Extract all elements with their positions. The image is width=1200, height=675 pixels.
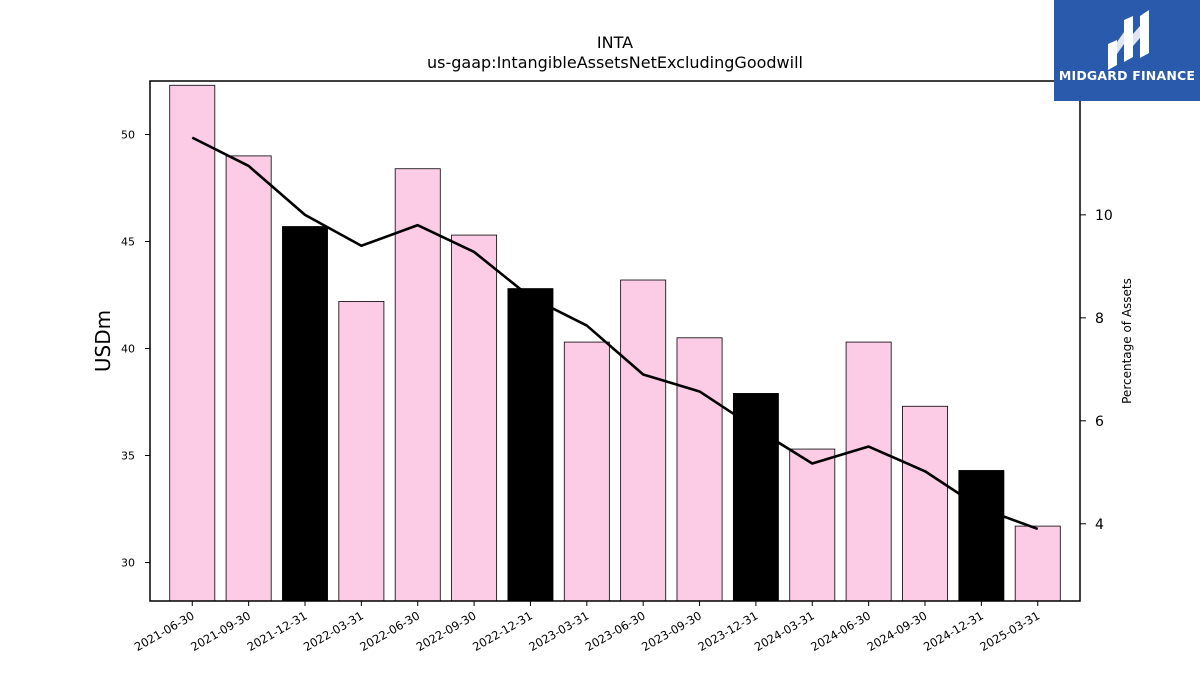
- y-axis-label: USDm: [91, 310, 115, 372]
- chart-title: INTA: [597, 33, 633, 52]
- x-tick-label-2022-12-31: 2022-12-31: [470, 608, 535, 654]
- chart-subtitle: us-gaap:IntangibleAssetsNetExcludingGood…: [427, 53, 803, 72]
- y-tick-label-50: 50: [121, 128, 135, 141]
- x-tick-label-2022-03-31: 2022-03-31: [301, 608, 366, 654]
- y-tick-label-45: 45: [121, 235, 135, 248]
- x-tick-label-2023-03-31: 2023-03-31: [526, 608, 591, 654]
- bar-2023-03-31: [563, 341, 610, 602]
- midgard-finance-logo: MIDGARD FINANCE: [1054, 0, 1200, 101]
- bar-2022-03-31: [338, 301, 385, 602]
- line-percentage-of-assets: [191, 136, 1039, 531]
- bar-2021-12-31: [282, 226, 328, 602]
- x-tick-label-2024-03-31: 2024-03-31: [752, 608, 817, 654]
- bar-2024-03-31: [789, 448, 836, 602]
- x-tick-label-2021-06-30: 2021-06-30: [132, 608, 197, 654]
- y2-axis-label: Percentage of Assets: [1120, 278, 1134, 404]
- plot-area: 30 35 40 45 50 4 6 8 10 2021-06-302021-09-302021-…: [121, 80, 1113, 654]
- bar-2021-09-30: [225, 155, 272, 602]
- bar-2023-12-31: [732, 393, 779, 602]
- y2-tick-label-8: 8: [1095, 311, 1104, 327]
- x-tick-label-2021-12-31: 2021-12-31: [245, 608, 310, 654]
- bar-2022-09-30: [451, 234, 498, 602]
- x-tick-label-2024-06-30: 2024-06-30: [808, 608, 873, 654]
- x-tick-label-2025-03-31: 2025-03-31: [977, 608, 1042, 654]
- logo-mark-icon: [1108, 10, 1149, 70]
- bar-2024-06-30: [845, 341, 892, 602]
- y-tick-label-30: 30: [121, 556, 135, 569]
- y-tick-label-35: 35: [121, 449, 135, 462]
- bar-2022-12-31: [507, 288, 554, 602]
- bar-2023-06-30: [620, 279, 667, 602]
- x-tick-label-2022-06-30: 2022-06-30: [357, 608, 422, 654]
- x-tick-label-2024-09-30: 2024-09-30: [865, 608, 930, 654]
- x-tick-label-2023-09-30: 2023-09-30: [639, 608, 704, 654]
- y-tick-label-40: 40: [121, 342, 135, 355]
- bar-2021-06-30: [169, 84, 216, 602]
- x-tick-label-2022-09-30: 2022-09-30: [414, 608, 479, 654]
- y2-tick-label-6: 6: [1095, 414, 1104, 430]
- bar-2024-12-31: [958, 470, 1005, 602]
- plot-frame: [149, 80, 1081, 602]
- logo-text: MIDGARD FINANCE: [1058, 68, 1196, 83]
- bar-2024-09-30: [902, 405, 948, 602]
- bar-2025-03-31: [1014, 525, 1061, 602]
- bar-2023-09-30: [676, 337, 723, 602]
- x-tick-label-2023-12-31: 2023-12-31: [696, 608, 761, 654]
- x-tick-label-2021-09-30: 2021-09-30: [188, 608, 253, 654]
- bar-2022-06-30: [394, 168, 441, 602]
- y2-tick-label-4: 4: [1095, 517, 1104, 533]
- y2-tick-label-10: 10: [1095, 208, 1113, 224]
- x-tick-label-2023-06-30: 2023-06-30: [583, 608, 648, 654]
- x-tick-label-2024-12-31: 2024-12-31: [921, 608, 986, 654]
